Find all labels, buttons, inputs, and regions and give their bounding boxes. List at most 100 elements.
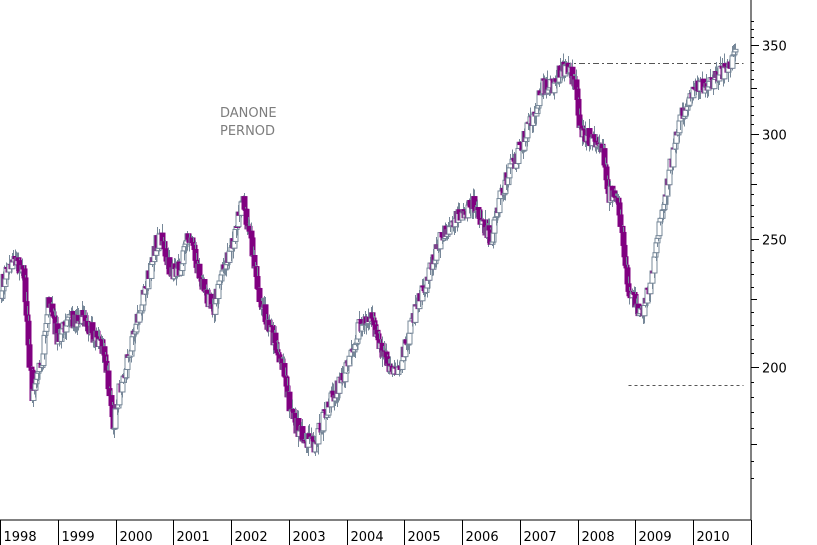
candle-body-up [178,270,185,276]
candle-body-up [2,278,9,287]
candle-body-up [496,198,503,214]
candle-body-up [399,360,406,370]
candle-body-up [179,263,186,272]
x-tick-label: 2002 [235,530,268,545]
candle-body-up [676,120,683,134]
candle-body-up [342,372,349,383]
x-tick-label: 2006 [466,530,499,545]
candle-body-up [215,283,222,300]
x-tick-label: 1999 [62,530,95,545]
candle [732,43,739,62]
candle-body-down [21,268,28,279]
candle-body-down [23,301,30,316]
x-tick-label: 2010 [697,530,730,545]
candle [490,231,497,249]
candle-body-up [41,334,48,355]
x-tick-label: 2005 [408,530,441,545]
candle-body-down [476,209,483,219]
candle-body-down [486,225,493,231]
candle-body-down [574,88,581,100]
x-tick-label: 2000 [120,530,153,545]
candle-body-down [254,276,261,289]
candle-body-up [523,137,530,143]
candle [253,265,260,278]
x-axis-ticks: 1998 1999 2000 2001 2002 2003 2004 2005 2006 2007… [0,520,752,545]
candle-body-down [576,114,583,128]
candle-body-down [371,320,378,326]
y-tick-label: 200 [762,362,787,377]
candle-body-down [192,248,199,261]
y-axis-ticks: 200 250 300 350 [751,21,787,479]
candle-body-up [641,304,648,317]
candle [641,304,648,324]
candle-body-down [375,333,382,341]
x-tick-label: 2001 [177,530,210,545]
annotation-line-2: PERNOD [220,124,275,139]
candle-body-down [248,230,255,239]
candle-body-up [212,303,219,315]
candle-body-up [666,169,673,186]
candle-body-down [241,196,248,210]
candle-body-down [191,244,198,250]
candle-body-down [24,314,31,322]
candle [624,264,631,285]
candle-body-up [732,48,739,53]
candle-body-up [506,167,513,179]
x-tick-label: 2003 [293,530,326,545]
x-tick-label: 2007 [524,530,557,545]
candle-body-up [686,97,693,106]
candle-body-up [128,350,135,357]
candle-body-down [621,244,628,258]
candle-body-down [383,351,390,358]
y-tick-label: 250 [762,234,787,249]
candle-body-down [189,237,196,243]
candle-body-down [162,248,169,257]
candle-body-down [161,241,168,250]
candle-body-up [42,330,49,336]
candle-body-down [601,148,608,166]
candle-body-up [672,142,679,150]
candle-body-down [592,137,599,142]
x-tick-label: 2009 [639,530,672,545]
candle-body-up [354,338,361,344]
y-tick-label: 300 [762,129,787,144]
candle [212,303,219,322]
candles-group [0,43,739,456]
candle-body-up [423,287,430,293]
candle-body-up [119,381,126,393]
candle-body-down [625,283,632,292]
candle-body-up [505,177,512,186]
candle-body-down [617,214,624,227]
candle-body-down [575,98,582,116]
candle-body-down [622,256,629,266]
candle-body-down [262,304,269,322]
candle-body-down [286,391,293,412]
candle-body-up [139,304,146,312]
candle-body-up [661,203,668,211]
candle-body-up [490,232,497,243]
x-tick-label: 2008 [582,530,615,545]
candle-body-up [684,106,691,111]
candle-body-down [573,79,580,90]
candle-body-down [620,231,627,246]
candle-body-down [615,197,622,204]
candle-body-up [40,353,47,367]
candle-body-up [652,252,659,258]
x-tick-label: 1998 [4,530,37,545]
candle-body-down [283,376,290,387]
candle-body-up [231,240,238,249]
candle-body-down [101,346,108,356]
candle-body-down [25,320,32,346]
candle-body-up [654,237,661,244]
candle-body-up [656,221,663,237]
candle-body-up [446,225,453,235]
candle-body-up [432,259,439,265]
candle-body-down [281,363,288,377]
candle-body-up [218,274,225,282]
candle-body-down [22,277,29,303]
candle-body-up [148,263,155,279]
candle-body-down [603,166,610,181]
y-tick-label: 350 [762,40,787,55]
